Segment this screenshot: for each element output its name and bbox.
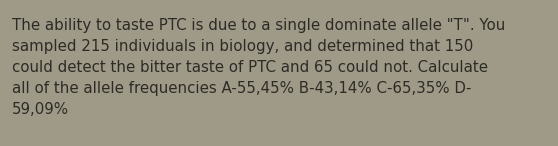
Text: The ability to taste PTC is due to a single dominate allele "T". You
sampled 215: The ability to taste PTC is due to a sin… bbox=[12, 18, 506, 118]
